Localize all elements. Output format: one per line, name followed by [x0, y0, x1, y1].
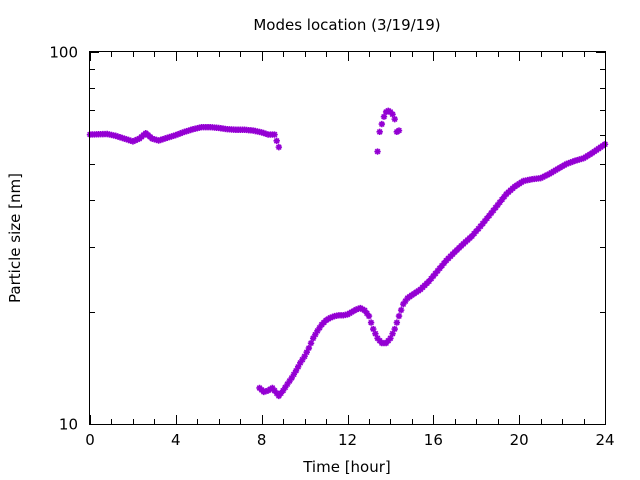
- data-point: [275, 392, 283, 400]
- data-point: [378, 120, 386, 128]
- data-point: [434, 267, 441, 275]
- data-point: [376, 128, 383, 136]
- data-point: [500, 193, 508, 201]
- data-point: [361, 307, 368, 314]
- data-point: [277, 390, 285, 397]
- x-tick-label: 12: [338, 431, 357, 449]
- data-point: [279, 387, 287, 394]
- data-point: [134, 136, 141, 143]
- data-point: [269, 384, 276, 392]
- x-tick-label: 24: [595, 431, 614, 449]
- data-point: [391, 325, 398, 333]
- data-point: [393, 319, 401, 326]
- data-point: [402, 297, 409, 305]
- data-point: [427, 275, 435, 282]
- data-point: [496, 199, 504, 206]
- data-point: [309, 335, 317, 342]
- data-point: [436, 265, 443, 272]
- data-point: [492, 204, 499, 211]
- data-point: [271, 387, 278, 394]
- data-point: [477, 223, 484, 230]
- data-point: [363, 310, 371, 317]
- x-tick-label: 20: [510, 431, 529, 449]
- data-point: [374, 148, 381, 155]
- data-point: [367, 319, 375, 326]
- data-point: [481, 217, 489, 225]
- data-point: [303, 349, 310, 356]
- data-point: [329, 313, 336, 321]
- data-point: [290, 371, 298, 378]
- data-point: [294, 363, 302, 371]
- data-point: [438, 262, 446, 269]
- data-point: [271, 131, 278, 138]
- data-point: [425, 278, 433, 285]
- data-point: [282, 384, 289, 391]
- data-point: [389, 111, 396, 118]
- data-point: [297, 359, 304, 367]
- data-point: [397, 306, 405, 314]
- data-point: [301, 353, 308, 360]
- x-tick-label: 16: [424, 431, 443, 449]
- y-axis-label: Particle size [nm]: [6, 173, 24, 303]
- data-point: [307, 339, 315, 347]
- data-point: [391, 115, 398, 123]
- data-point: [479, 220, 486, 227]
- x-tick-label: 8: [257, 431, 267, 449]
- data-point: [488, 209, 495, 217]
- data-point: [273, 390, 280, 397]
- data-point: [365, 312, 373, 320]
- data-point: [275, 143, 283, 151]
- data-point: [292, 367, 300, 374]
- data-point: [372, 330, 379, 337]
- data-point: [286, 377, 293, 385]
- data-point: [498, 196, 506, 203]
- data-point: [370, 325, 377, 333]
- data-point: [569, 158, 577, 165]
- data-point: [567, 159, 574, 166]
- data-point: [430, 272, 437, 280]
- data-point: [327, 314, 334, 321]
- data-point: [314, 327, 321, 335]
- data-point: [299, 356, 306, 363]
- data-point: [483, 215, 491, 222]
- axis-ticks: 0 4 8 12 16 20 24 10 100: [49, 44, 614, 450]
- data-point: [485, 212, 493, 219]
- data-point: [395, 312, 403, 320]
- y-tick-label: 100: [49, 44, 78, 62]
- x-tick-label: 0: [85, 431, 95, 449]
- y-tick-label: 10: [59, 416, 78, 434]
- data-point: [312, 331, 319, 338]
- data-point: [288, 374, 295, 382]
- data-point: [380, 113, 388, 120]
- data-point: [174, 131, 182, 138]
- data-point: [179, 129, 186, 136]
- data-points: [86, 107, 609, 400]
- data-point: [389, 330, 396, 337]
- x-tick-label: 4: [171, 431, 181, 449]
- data-point: [432, 270, 439, 277]
- data-point: [395, 127, 403, 134]
- data-point: [176, 130, 184, 137]
- data-point: [400, 300, 407, 308]
- data-point: [490, 207, 497, 214]
- data-point: [131, 137, 139, 144]
- x-axis-label: Time [hour]: [302, 458, 391, 476]
- data-point: [284, 380, 291, 388]
- data-point: [273, 137, 280, 145]
- chart-title: Modes location (3/19/19): [253, 16, 440, 34]
- data-point: [440, 259, 448, 267]
- data-point: [172, 131, 180, 139]
- data-point: [305, 344, 313, 352]
- data-point: [494, 201, 501, 209]
- data-point: [316, 324, 323, 331]
- plot-frame: [89, 51, 606, 425]
- data-point: [129, 138, 137, 145]
- data-point: [387, 335, 394, 342]
